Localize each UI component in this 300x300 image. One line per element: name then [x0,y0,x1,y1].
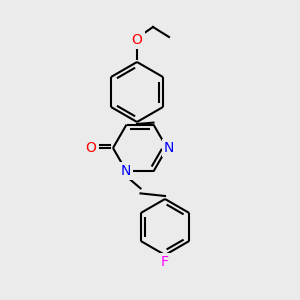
Text: O: O [85,141,96,155]
Text: N: N [164,141,174,155]
Text: N: N [120,164,131,178]
Text: O: O [132,33,142,47]
Text: F: F [161,255,169,269]
